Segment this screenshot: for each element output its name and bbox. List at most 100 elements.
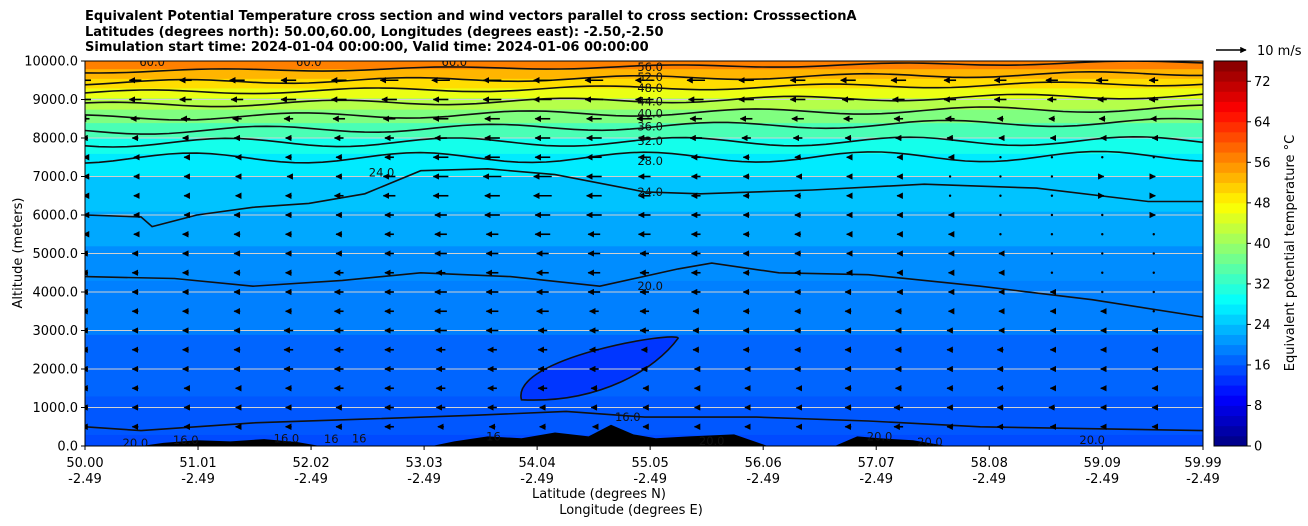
contour-label: 28.0 <box>637 154 663 168</box>
theta-e-band <box>85 78 1203 89</box>
y-tick-label: 7000.0 <box>33 170 79 185</box>
contour-label: 24.0 <box>637 185 663 199</box>
contour-label: 16.0 <box>615 410 641 424</box>
wind-vector <box>1152 156 1155 159</box>
colorbar-tick-label: 16 <box>1254 358 1271 373</box>
contour-line <box>85 167 1203 228</box>
x-tick-label-lat: 58.08 <box>971 456 1008 471</box>
colorbar-segment <box>1214 395 1247 406</box>
wind-vector <box>1050 271 1054 274</box>
contour-line <box>85 104 1203 121</box>
colorbar-segment <box>1214 435 1247 447</box>
colorbar-segment <box>1214 425 1247 437</box>
wind-vector <box>1101 233 1104 236</box>
wind-vector <box>1050 194 1054 197</box>
wind-vector <box>1152 271 1155 274</box>
colorbar-tick-label: 24 <box>1254 318 1271 333</box>
wind-vector <box>999 213 1002 217</box>
contour-label: 56.0 <box>637 60 663 74</box>
colorbar-segment <box>1214 405 1247 417</box>
contour-label: 44.0 <box>637 94 663 108</box>
contour-line <box>85 70 1203 86</box>
contour-label: 16 <box>486 429 501 443</box>
chart-title: Equivalent Potential Temperature cross s… <box>85 9 857 56</box>
x-tick-label-lon: -2.49 <box>859 472 893 487</box>
colorbar-segment <box>1214 162 1247 173</box>
contour-line <box>85 117 1203 135</box>
colorbar-tick-label: 64 <box>1254 115 1271 130</box>
colorbar-segment <box>1214 121 1247 133</box>
wind-vector <box>1152 290 1155 294</box>
wind-vector <box>1050 233 1054 236</box>
contour-label: 24.0 <box>369 166 395 180</box>
wind-vector <box>1101 252 1104 255</box>
quiver-key: 10 m/s <box>1216 44 1302 59</box>
colorbar-segment <box>1214 223 1247 234</box>
x-tick-label-lon: -2.49 <box>1085 472 1119 487</box>
colorbar-segment <box>1214 283 1247 295</box>
terrain-fill <box>140 424 947 446</box>
colorbar-segment <box>1214 111 1247 123</box>
wind-vector <box>1050 156 1054 159</box>
y-tick-label: 6000.0 <box>33 209 79 224</box>
colorbar-segment <box>1214 131 1247 143</box>
title-line-3: Simulation start time: 2024-01-04 00:00:… <box>85 40 649 55</box>
wind-vector <box>1050 252 1054 255</box>
title-line-2: Latitudes (degrees north): 50.00,60.00, … <box>85 24 664 40</box>
colorbar-segment <box>1214 71 1247 82</box>
colorbar-segment <box>1214 294 1247 305</box>
theta-e-band <box>85 68 1203 79</box>
y-tick-label: 10000.0 <box>24 55 78 70</box>
contour-label: 36.0 <box>637 119 663 133</box>
colorbar-segment <box>1214 324 1247 335</box>
wind-vector <box>999 194 1002 197</box>
title-line-1: Equivalent Potential Temperature cross s… <box>85 9 857 24</box>
contour-label: 16.0 <box>173 433 199 447</box>
theta-e-band <box>85 87 1203 99</box>
wind-vector <box>1101 290 1104 294</box>
colorbar-segment <box>1214 375 1247 386</box>
colorbar-segment <box>1214 182 1247 194</box>
x-tick-label-lat: 53.03 <box>405 456 442 471</box>
y-tick-label: 1000.0 <box>33 401 79 416</box>
colorbar-segment <box>1214 101 1247 113</box>
colorbar-segment <box>1214 61 1247 72</box>
colorbar-segment <box>1214 233 1247 244</box>
colorbar-segment <box>1214 91 1247 102</box>
colorbar-segment <box>1214 415 1247 427</box>
theta-e-band <box>85 153 1203 177</box>
wind-vector <box>999 156 1002 159</box>
y-tick-label: 4000.0 <box>33 286 79 301</box>
contour-line <box>85 410 1203 432</box>
colorbar-segment <box>1214 253 1247 265</box>
quiver-key-label: 10 m/s <box>1257 44 1302 59</box>
colorbar-segment <box>1214 172 1247 183</box>
contour-label: 20.0 <box>1079 433 1105 447</box>
y-tick-label: 2000.0 <box>33 363 79 378</box>
wind-vector <box>948 194 952 197</box>
x-tick-label-lon: -2.49 <box>972 472 1006 487</box>
theta-e-band <box>85 122 1203 139</box>
contour-label: 16 <box>324 432 339 446</box>
contour-line <box>85 150 1203 164</box>
contour-line <box>85 81 1203 95</box>
wind-vector <box>1101 156 1104 159</box>
colorbar-segment <box>1214 152 1247 163</box>
x-tick-label-lon: -2.49 <box>1186 472 1220 487</box>
wind-vector <box>1101 271 1104 274</box>
colorbar-segment <box>1214 192 1247 204</box>
x-tick-label-lon: -2.49 <box>407 472 441 487</box>
contour-label: 20.0 <box>917 435 943 449</box>
colorbar-label: Equivalent potential temperature °C <box>1283 135 1298 371</box>
x-tick-label-lon: -2.49 <box>633 472 667 487</box>
contour-label: 48.0 <box>637 81 663 95</box>
colorbar-tick-label: 32 <box>1254 277 1271 292</box>
wind-vectors <box>85 77 1159 430</box>
x-tick-label-lat: 52.02 <box>292 456 329 471</box>
contour-line <box>85 262 1203 318</box>
colorbar-segment <box>1214 202 1247 214</box>
wind-vector <box>1050 213 1054 217</box>
y-tick-label: 8000.0 <box>33 132 79 147</box>
x-axis-label-latitude: Latitude (degrees N) <box>532 487 666 502</box>
